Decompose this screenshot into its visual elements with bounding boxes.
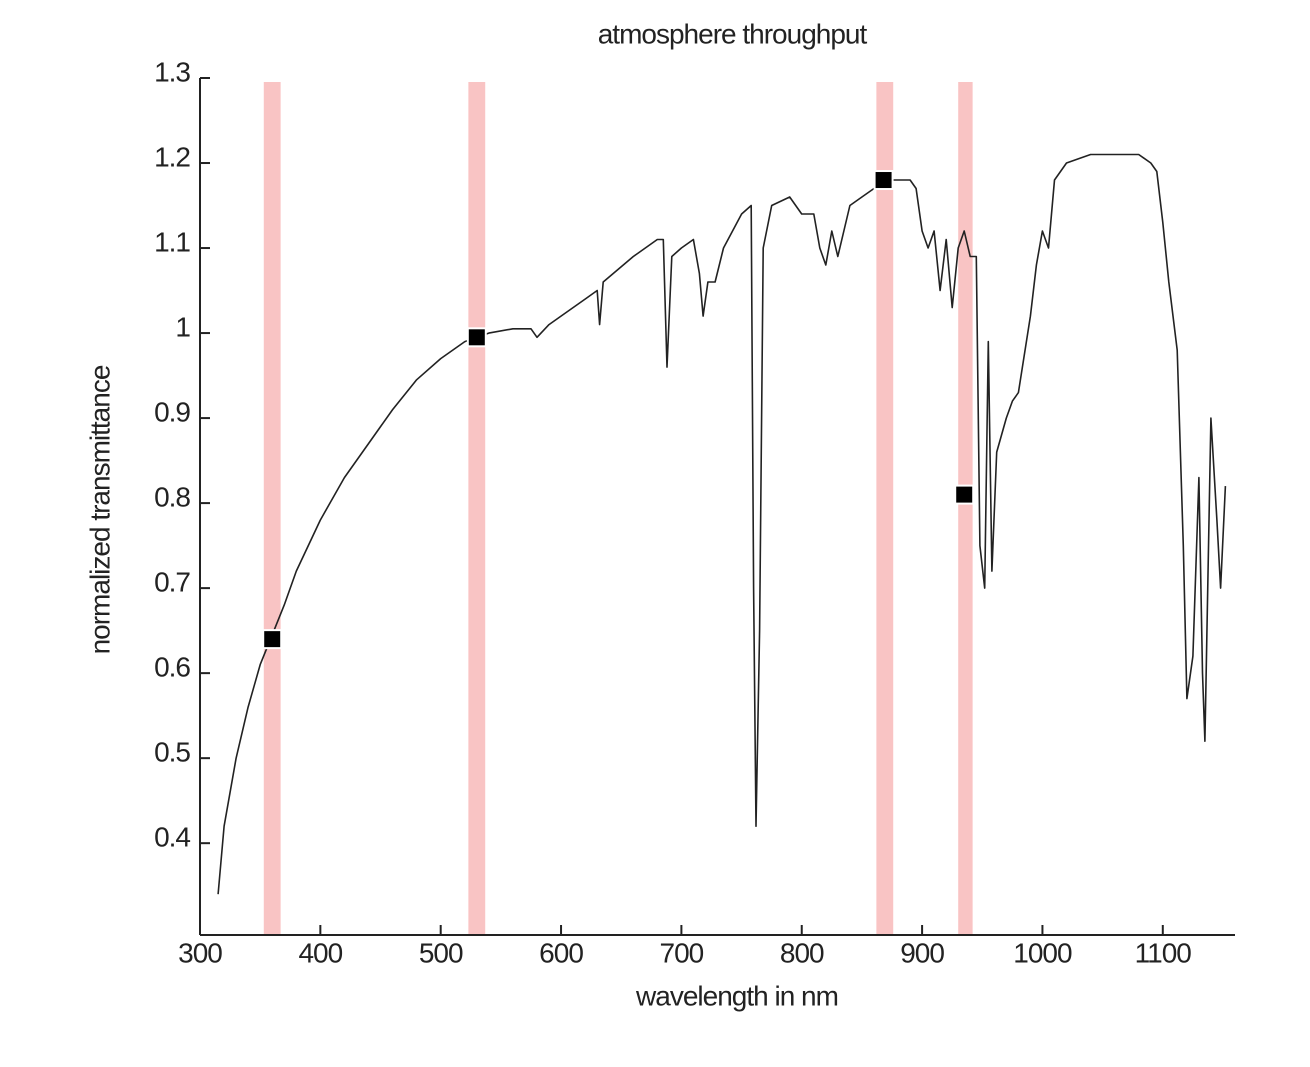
y-tick-label: 1 <box>175 311 190 342</box>
y-tick-label: 1.1 <box>154 226 190 257</box>
spectrum-line <box>217 153 1227 895</box>
y-tick-label: 1.3 <box>154 56 190 87</box>
y-tick-label: 1.2 <box>154 141 190 172</box>
band <box>958 82 973 935</box>
marker <box>466 327 487 348</box>
y-tick-label: 0.7 <box>154 567 190 598</box>
chart-title: atmosphere throughput <box>598 18 868 49</box>
marker <box>873 170 894 191</box>
marker <box>262 629 283 650</box>
x-tick-label: 900 <box>900 937 944 968</box>
x-tick-label: 1100 <box>1135 937 1192 968</box>
y-tick-label: 0.4 <box>154 822 190 853</box>
x-tick-label: 400 <box>298 937 342 968</box>
band <box>876 82 894 935</box>
x-tick-label: 800 <box>780 937 824 968</box>
marker <box>954 484 975 505</box>
y-axis-label: normalized transmittance <box>84 365 115 654</box>
band <box>468 82 486 935</box>
y-tick-label: 0.6 <box>154 652 190 683</box>
y-tick-label: 0.5 <box>154 737 190 768</box>
x-tick-label: 300 <box>178 937 222 968</box>
x-tick-label: 1000 <box>1013 937 1072 968</box>
y-tick-label: 0.8 <box>154 481 190 512</box>
x-tick-label: 600 <box>539 937 583 968</box>
band <box>263 82 281 935</box>
y-tick-label: 0.9 <box>154 396 190 427</box>
x-tick-label: 500 <box>419 937 463 968</box>
x-axis-label: wavelength in nm <box>635 980 838 1011</box>
x-tick-label: 700 <box>660 937 704 968</box>
